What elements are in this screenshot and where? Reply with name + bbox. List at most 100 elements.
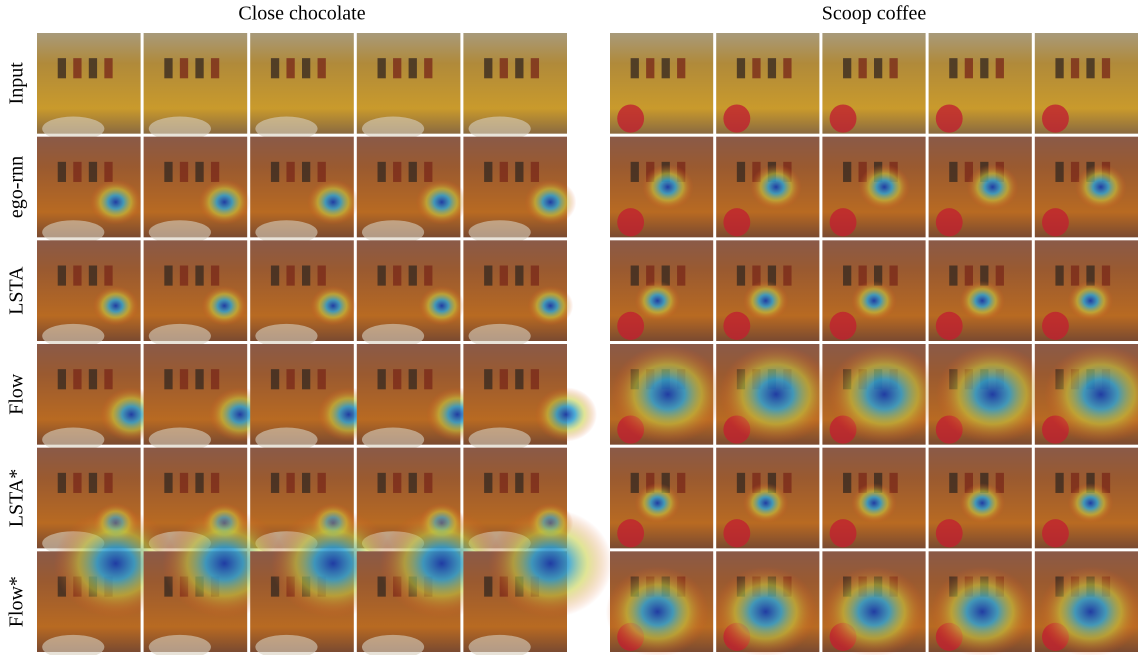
object: [484, 265, 493, 286]
image-cell: [1034, 240, 1138, 341]
image-cell: [1034, 551, 1138, 655]
object: [210, 265, 220, 286]
row-label: ego-rnn: [6, 156, 28, 218]
object: [270, 369, 280, 390]
object: [1086, 58, 1095, 79]
object: [964, 472, 973, 493]
image-cell: [822, 551, 926, 655]
image-cell: [605, 551, 714, 655]
object: [736, 265, 746, 286]
attention-map: [198, 179, 251, 225]
cup: [829, 311, 857, 340]
attention-map: [415, 179, 468, 225]
attention-map: [1038, 566, 1138, 655]
attention-map: [959, 280, 1005, 321]
object: [874, 265, 883, 286]
object: [424, 58, 433, 79]
object: [484, 161, 493, 182]
cup: [617, 311, 645, 340]
object: [530, 58, 540, 79]
object: [964, 265, 973, 286]
plate: [361, 116, 425, 141]
attention-map: [527, 285, 574, 326]
object: [630, 472, 639, 493]
cup: [829, 519, 857, 548]
object: [858, 58, 867, 79]
plate: [468, 323, 531, 349]
cup: [1042, 104, 1069, 133]
cup: [935, 519, 963, 548]
object: [630, 58, 639, 79]
object: [515, 472, 524, 493]
attention-map: [1067, 483, 1114, 523]
plate: [468, 220, 531, 245]
row-label: Flow*: [6, 576, 28, 627]
image-cell: [356, 344, 489, 452]
object: [1070, 472, 1080, 493]
object: [964, 161, 973, 182]
attention-map: [534, 387, 598, 442]
object: [646, 265, 655, 286]
object: [408, 265, 417, 286]
object: [515, 58, 524, 79]
object: [286, 472, 295, 493]
object: [949, 472, 958, 493]
object: [783, 58, 792, 79]
object: [1055, 265, 1064, 286]
plate: [42, 634, 105, 655]
object: [377, 265, 386, 286]
image-cell: [610, 447, 714, 549]
image-cell: [716, 447, 820, 549]
object: [889, 265, 898, 286]
object: [195, 161, 204, 182]
frame: [463, 33, 567, 134]
object: [179, 161, 189, 182]
object: [424, 161, 433, 182]
object: [302, 265, 311, 286]
object: [646, 472, 655, 493]
object: [164, 58, 173, 79]
image-cell: [716, 136, 820, 238]
object: [73, 161, 82, 182]
object: [783, 472, 792, 493]
object: [661, 265, 670, 286]
object: [73, 58, 82, 79]
image-cell: [463, 344, 598, 452]
object: [424, 369, 433, 390]
attention-map: [827, 344, 942, 445]
object: [499, 265, 508, 286]
object: [302, 58, 311, 79]
attention-map: [310, 285, 356, 326]
image-cell: [1034, 136, 1138, 238]
object: [88, 369, 98, 390]
object: [484, 472, 493, 493]
attention-map: [743, 483, 789, 523]
object: [179, 265, 189, 286]
object: [630, 161, 639, 182]
object: [210, 161, 220, 182]
image-cell: [37, 33, 141, 141]
object: [195, 472, 204, 493]
image-cell: [143, 240, 248, 349]
object: [499, 161, 508, 182]
object: [270, 472, 280, 493]
object: [317, 58, 326, 79]
attention-map: [930, 566, 1034, 655]
attention-map: [714, 566, 818, 655]
image-cell: [716, 33, 820, 134]
attention-map: [1075, 164, 1127, 210]
frame: [37, 33, 141, 134]
object: [530, 472, 540, 493]
object: [1070, 265, 1080, 286]
image-cell: [463, 240, 574, 349]
object: [302, 472, 311, 493]
image-cell: [37, 136, 142, 245]
plate: [468, 427, 531, 452]
image-cell: [822, 240, 926, 341]
attention-map: [851, 280, 897, 321]
object: [195, 265, 204, 286]
object: [980, 58, 989, 79]
object: [57, 265, 67, 286]
object: [377, 472, 386, 493]
panel-title: Close chocolate: [238, 3, 365, 25]
